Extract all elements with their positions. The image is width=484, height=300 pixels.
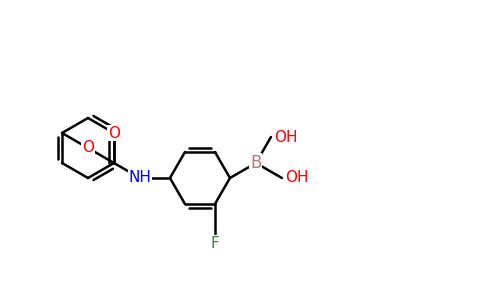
Text: OH: OH — [274, 130, 298, 145]
Text: OH: OH — [285, 170, 308, 185]
Text: NH: NH — [129, 170, 151, 185]
Text: O: O — [82, 140, 94, 155]
Text: F: F — [211, 236, 219, 251]
Text: B: B — [250, 154, 262, 172]
Text: O: O — [108, 125, 120, 140]
